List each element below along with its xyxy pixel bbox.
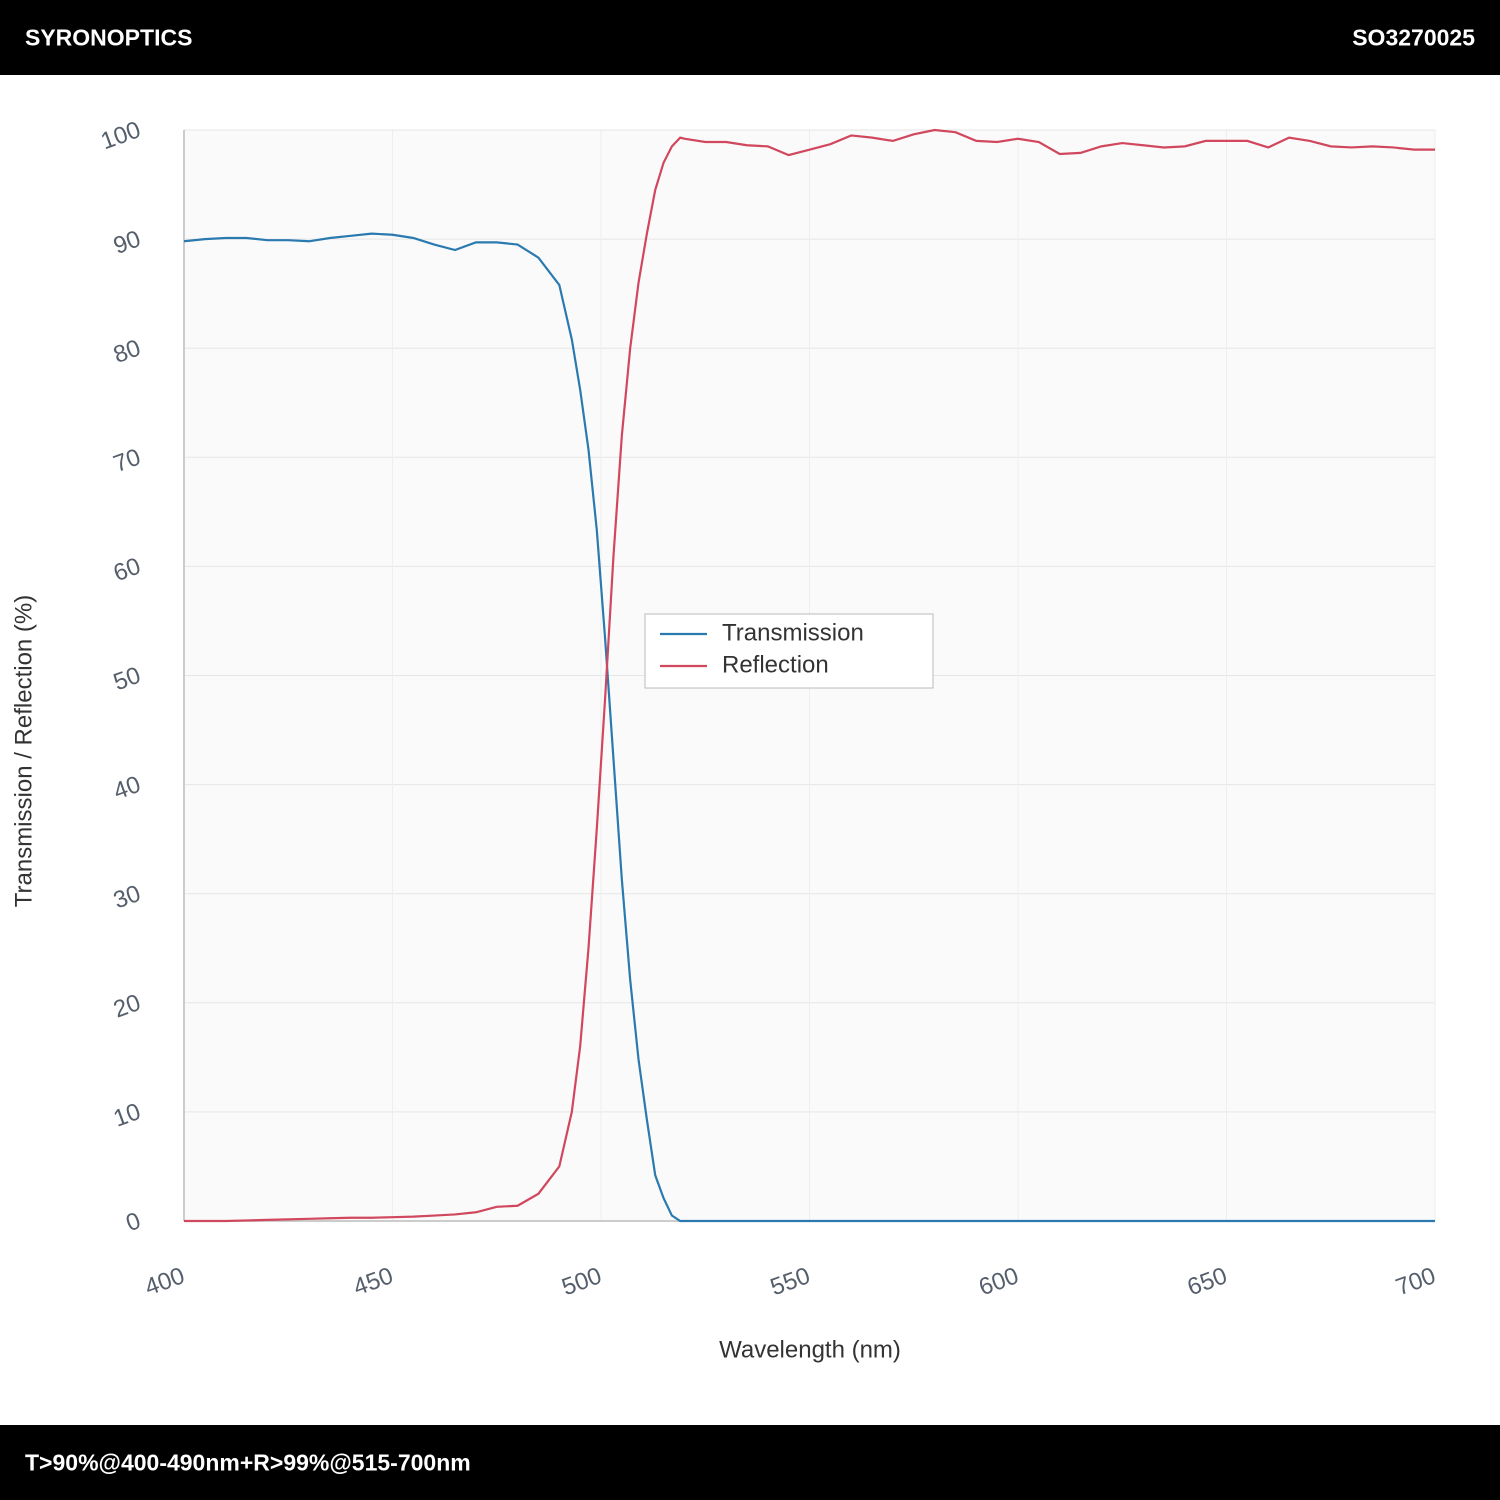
x-axis-title: Wavelength (nm) (719, 1336, 901, 1363)
legend-box (644, 613, 934, 689)
brand: SYRONOPTICS (25, 24, 193, 50)
y-tick-label: 100 (97, 116, 144, 155)
spec: T>90%@400-490nm+R>99%@515-700nm (25, 1449, 471, 1475)
y-tick-label: 60 (110, 553, 144, 588)
legend-label: Reflection (722, 651, 829, 678)
x-tick-label: 600 (975, 1262, 1022, 1301)
code: SO3270025 (1352, 24, 1475, 50)
y-tick-label: 80 (110, 334, 144, 369)
y-tick-label: 70 (110, 444, 144, 479)
series-line (183, 232, 1435, 1223)
y-tick-label: 10 (110, 1098, 144, 1133)
x-tick-label: 700 (1392, 1262, 1439, 1301)
x-tick-label: 400 (141, 1262, 188, 1301)
y-tick-label: 30 (110, 880, 144, 915)
y-axis-title: Transmission / Reflection (%) (10, 595, 37, 908)
x-tick-label: 550 (767, 1262, 814, 1301)
y-tick-label: 40 (110, 771, 144, 806)
y-tick-label: 20 (110, 989, 144, 1024)
y-tick-label: 0 (122, 1207, 144, 1237)
legend-label: Transmission (722, 619, 864, 646)
x-tick-label: 450 (350, 1262, 397, 1301)
header: SYRONOPTICS SO3270025 (0, 0, 1500, 75)
y-tick-label: 90 (110, 225, 144, 260)
series-line (184, 128, 1435, 1223)
y-tick-label: 50 (110, 662, 144, 697)
x-tick-label: 500 (558, 1262, 605, 1301)
footer: T>90%@400-490nm+R>99%@515-700nm (0, 1425, 1500, 1500)
chart: 0 10 20 30 40 50 60 70 80 90 100 400 450 500 550 600 650… (10, 116, 1439, 1363)
x-tick-label: 650 (1184, 1262, 1231, 1301)
